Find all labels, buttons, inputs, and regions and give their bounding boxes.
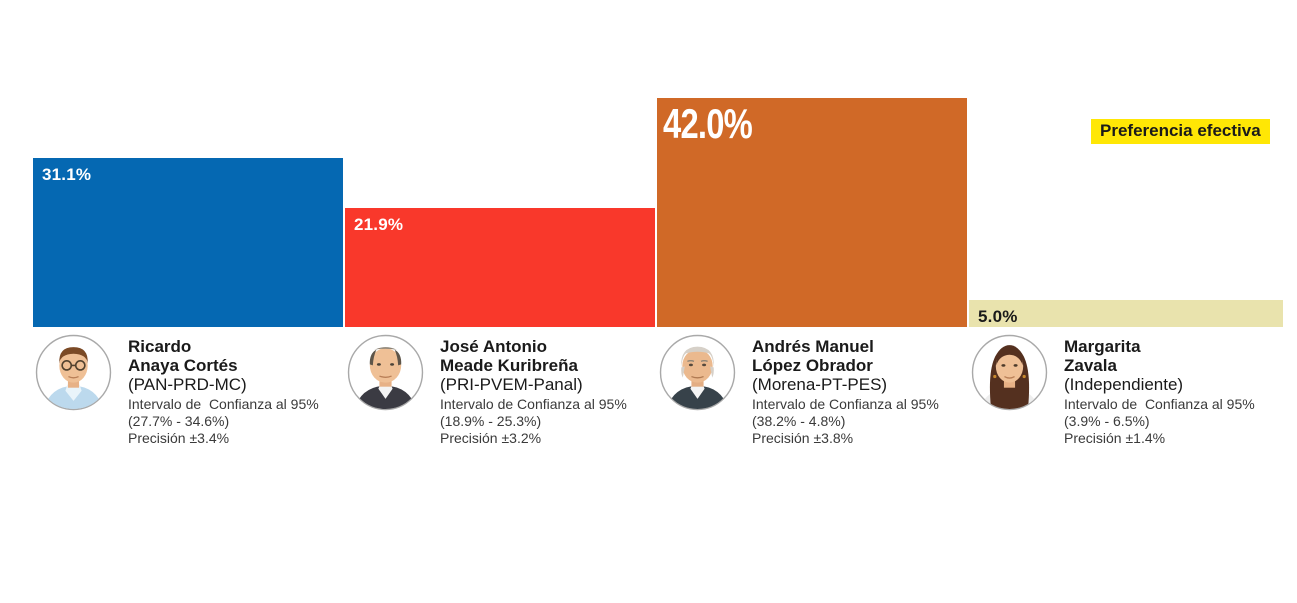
anaya-portrait-icon [35, 334, 112, 411]
confidence-interval-title: Intervalo de Confianza al 95% [1064, 396, 1255, 412]
candidate-name-line2: Meade Kuribreña [440, 356, 578, 375]
candidate-party: (PAN-PRD-MC) [128, 375, 247, 394]
meade-portrait [347, 334, 424, 411]
confidence-interval-range: (3.9% - 6.5%) [1064, 413, 1150, 429]
confidence-interval-range: (38.2% - 4.8%) [752, 413, 846, 429]
candidate-party: (Morena-PT-PES) [752, 375, 888, 394]
zavala-portrait [971, 334, 1048, 411]
anaya-portrait [35, 334, 112, 411]
candidate-info-ricardo-anaya: Ricardo Anaya Cortés (PAN-PRD-MC) Intervalo… [35, 334, 345, 447]
amlo-portrait [659, 334, 736, 411]
bar-value-label: 31.1% [42, 165, 92, 184]
candidate-name-line1: Ricardo [128, 337, 192, 356]
candidate-text-block: José Antonio Meade Kuribreña (PRI-PVEM-Pan… [440, 334, 627, 447]
amlo-portrait-icon [659, 334, 736, 411]
bar-value-label: 21.9% [354, 215, 404, 234]
zavala-portrait-icon [971, 334, 1048, 411]
candidate-party: (PRI-PVEM-Panal) [440, 375, 583, 394]
bar-jose-antonio-meade: 21.9% [345, 208, 655, 327]
candidate-text-block: Ricardo Anaya Cortés (PAN-PRD-MC) Intervalo… [128, 334, 319, 447]
candidate-text-block: Andrés Manuel López Obrador (Morena-PT-PES… [752, 334, 939, 447]
candidate-text-block: Margarita Zavala (Independiente) Intervalo … [1064, 334, 1255, 447]
candidate-name-line2: Anaya Cortés [128, 356, 238, 375]
candidate-name-line2: Zavala [1064, 356, 1117, 375]
bar-ricardo-anaya: 31.1% [33, 158, 343, 327]
meade-portrait-icon [347, 334, 424, 411]
confidence-interval-title: Intervalo de Confianza al 95% [752, 396, 939, 412]
confidence-interval-range: (27.7% - 34.6%) [128, 413, 230, 429]
confidence-interval-title: Intervalo de Confianza al 95% [128, 396, 319, 412]
precision-value: Precisión ±3.4% [128, 430, 230, 446]
candidate-name-line1: Margarita [1064, 337, 1141, 356]
precision-value: Precisión ±3.2% [440, 430, 542, 446]
candidate-name-line1: Andrés Manuel [752, 337, 874, 356]
confidence-interval-range: (18.9% - 25.3%) [440, 413, 542, 429]
preferencia-efectiva-badge: Preferencia efectiva [1091, 119, 1270, 144]
candidate-info-andres-manuel-lopez-obrador: Andrés Manuel López Obrador (Morena-PT-PES… [659, 334, 969, 447]
candidate-info-margarita-zavala: Margarita Zavala (Independiente) Intervalo … [971, 334, 1285, 447]
candidate-name-line2: López Obrador [752, 356, 873, 375]
candidate-name-line1: José Antonio [440, 337, 548, 356]
bar-value-label: 42.0% [663, 100, 753, 147]
bar-andres-manuel-lopez-obrador: 42.0% [657, 98, 967, 327]
candidate-info-jose-antonio-meade: José Antonio Meade Kuribreña (PRI-PVEM-Pan… [347, 334, 657, 447]
precision-value: Precisión ±3.8% [752, 430, 854, 446]
bar-margarita-zavala: 5.0% [969, 300, 1283, 327]
confidence-interval-title: Intervalo de Confianza al 95% [440, 396, 627, 412]
precision-value: Precisión ±1.4% [1064, 430, 1166, 446]
bar-value-label: 5.0% [978, 307, 1018, 326]
candidate-party: (Independiente) [1064, 375, 1184, 394]
